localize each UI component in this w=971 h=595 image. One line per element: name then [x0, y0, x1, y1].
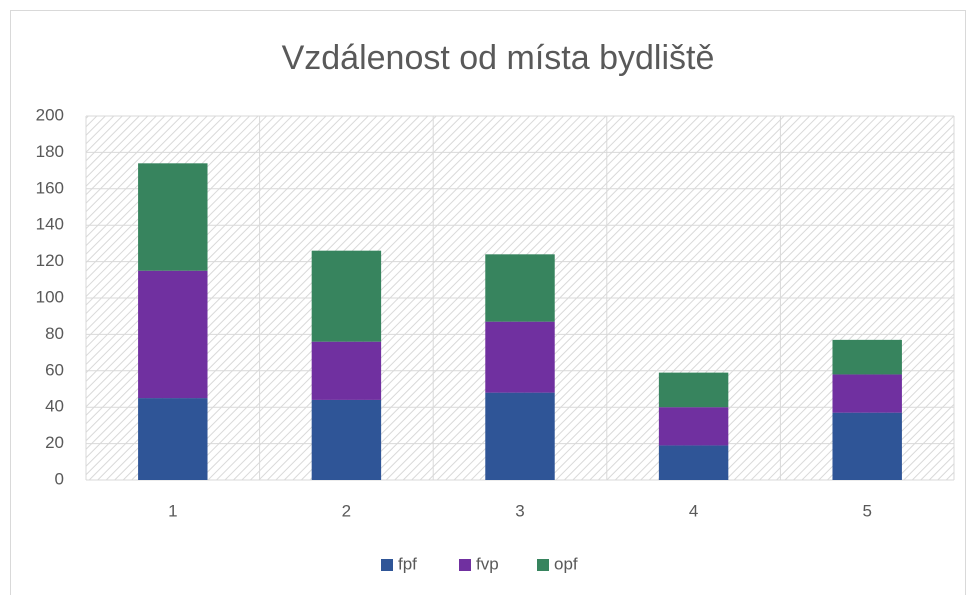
bar-segment — [485, 254, 555, 322]
bar-segment — [311, 250, 382, 342]
bar-segment — [832, 412, 902, 480]
legend-swatch — [381, 559, 393, 571]
y-tick-label: 40 — [45, 397, 64, 416]
y-tick-label: 100 — [36, 287, 64, 306]
y-tick-label: 20 — [45, 433, 64, 452]
chart-title: Vzdálenost od místa bydliště — [282, 39, 715, 77]
x-tick-label: 3 — [515, 501, 524, 520]
y-tick-label: 80 — [45, 324, 64, 343]
legend-label: fpf — [398, 554, 417, 573]
x-tick-label: 2 — [342, 501, 351, 520]
y-tick-label: 60 — [45, 360, 64, 379]
y-tick-label: 120 — [36, 251, 64, 270]
y-tick-label: 160 — [36, 178, 64, 197]
bar-segment — [138, 163, 208, 271]
bar-segment — [832, 374, 902, 413]
bar-segment — [485, 321, 555, 393]
bar-segment — [485, 392, 555, 480]
legend-swatch — [537, 559, 549, 571]
bar-segment — [311, 341, 382, 400]
bar-segment — [658, 372, 729, 408]
bar-segment — [138, 270, 208, 399]
bar-segment — [138, 398, 208, 480]
legend-swatch — [459, 559, 471, 571]
bar-segment — [311, 399, 382, 480]
y-tick-label: 180 — [36, 142, 64, 161]
y-tick-label: 0 — [55, 469, 64, 488]
x-tick-label: 1 — [168, 501, 177, 520]
x-tick-label: 4 — [689, 501, 698, 520]
x-tick-label: 5 — [862, 501, 871, 520]
bar-segment — [658, 407, 729, 446]
bar-segment — [658, 445, 729, 480]
bar-segment — [832, 339, 902, 375]
y-tick-label: 200 — [36, 105, 64, 124]
legend-label: fvp — [476, 554, 499, 573]
legend-label: opf — [554, 554, 578, 573]
y-tick-label: 140 — [36, 215, 64, 234]
